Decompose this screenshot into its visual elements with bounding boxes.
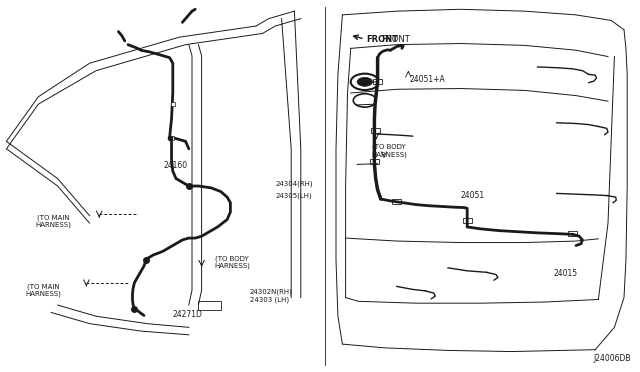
Text: 24302N(RH): 24302N(RH): [250, 289, 292, 295]
Bar: [370, 159, 379, 164]
Text: FRONT: FRONT: [366, 35, 398, 44]
Text: J24006DB: J24006DB: [593, 354, 630, 363]
Text: (TO MAIN
HARNESS): (TO MAIN HARNESS): [26, 283, 61, 297]
Text: 24051+A: 24051+A: [410, 76, 445, 84]
Text: 24271D: 24271D: [173, 310, 203, 319]
Bar: [373, 79, 382, 84]
Bar: [371, 128, 380, 133]
Circle shape: [357, 77, 372, 86]
Text: 24303 (LH): 24303 (LH): [250, 297, 289, 304]
Text: 24015: 24015: [554, 269, 578, 278]
Bar: [392, 199, 401, 204]
Text: 24160: 24160: [163, 161, 188, 170]
Text: (TO BODY
HARNESS): (TO BODY HARNESS): [371, 144, 407, 158]
Text: 24304(RH): 24304(RH): [275, 181, 313, 187]
Text: 24051: 24051: [461, 191, 485, 200]
FancyBboxPatch shape: [198, 301, 221, 310]
Text: (TO MAIN
HARNESS): (TO MAIN HARNESS): [35, 214, 71, 228]
Text: 24305(LH): 24305(LH): [275, 192, 312, 199]
Text: FRONT: FRONT: [381, 35, 410, 44]
Bar: [568, 231, 577, 236]
Bar: [463, 218, 472, 223]
Text: (TO BODY
HARNESS): (TO BODY HARNESS): [214, 255, 250, 269]
